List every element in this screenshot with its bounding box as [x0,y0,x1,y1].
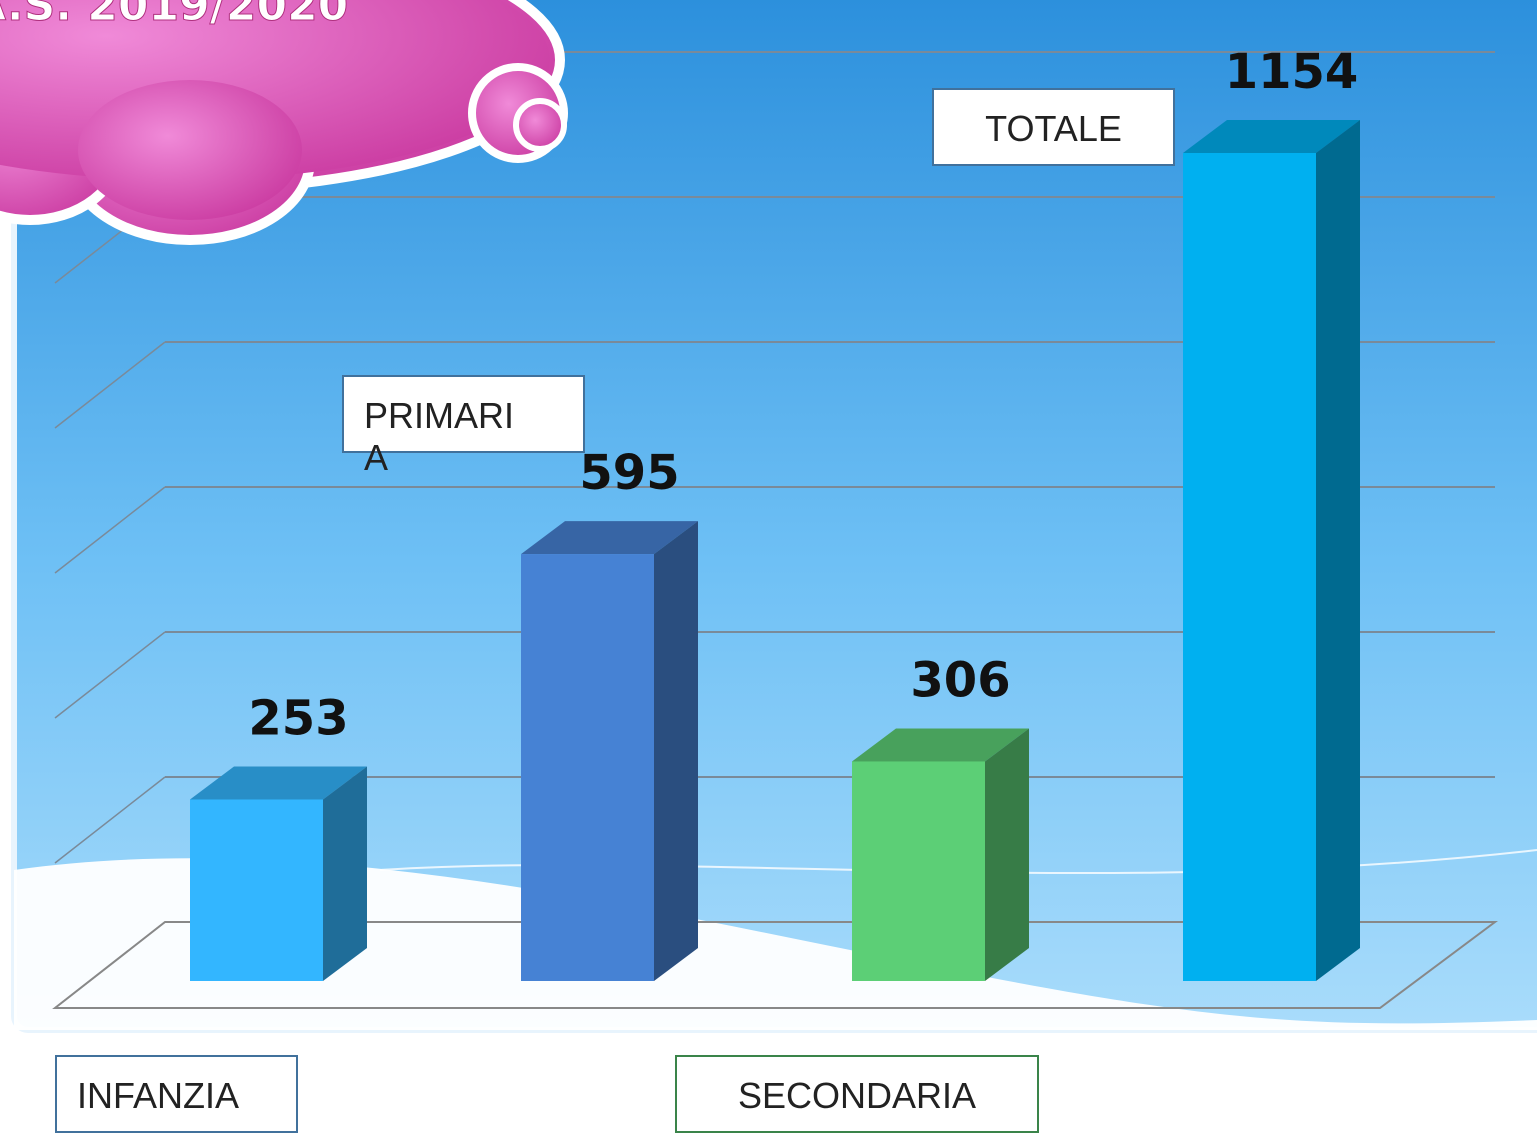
bar-side [323,766,367,981]
chart-title: A.S. 2019/2020 [0,0,348,31]
chart: 253 595 306 1154 A.S. 2019/2020 [0,0,1537,1131]
category-label: INFANZIA [55,1055,298,1133]
category-label: TOTALE [932,88,1175,166]
bar-side [1316,120,1360,981]
bar [1183,153,1316,981]
category-label: SECONDARIA [675,1055,1039,1133]
value-label: 253 [248,690,348,746]
bar [521,554,654,981]
bar-side [985,728,1029,981]
bar [852,761,985,981]
category-label: PRIMARIA [342,375,585,453]
value-label: 595 [579,445,679,501]
value-label: 1154 [1225,44,1359,100]
page: 2535953061154 A.S. 2019/2020 (() => { co… [0,0,1537,1131]
value-label: 306 [910,652,1010,708]
bar [190,799,323,981]
bar-side [654,521,698,981]
